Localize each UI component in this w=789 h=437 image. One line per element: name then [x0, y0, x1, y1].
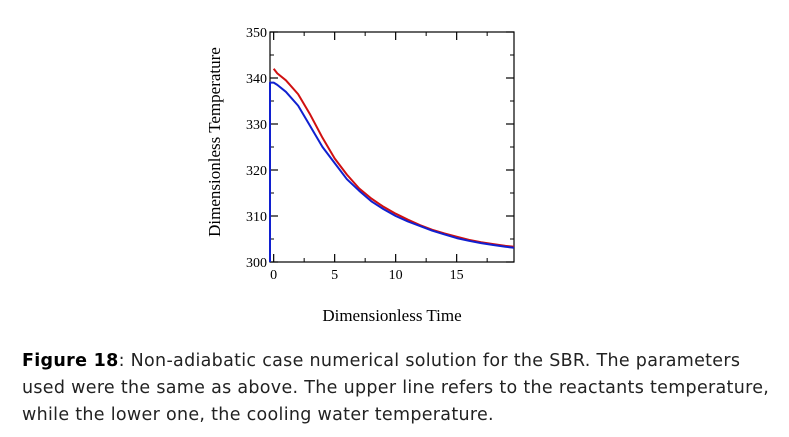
x-tick-label: 5 — [331, 268, 338, 283]
plot-frame — [269, 31, 515, 263]
tick-marks — [270, 31, 514, 263]
y-tick-label: 330 — [246, 118, 267, 133]
y-tick-label: 350 — [246, 26, 267, 41]
x-axis-label: Dimensionless Time — [322, 306, 461, 325]
x-tick-label: 10 — [389, 268, 403, 283]
y-tick-label: 340 — [246, 72, 267, 87]
chart: 300 310 320 330 340 350 0 5 10 15 Dimensionless T… — [205, 26, 515, 325]
y-axis-label: Dimensionless Temperature — [205, 47, 224, 237]
series-line-lower — [269, 81, 515, 262]
caption-label: Figure 18 — [22, 351, 119, 371]
y-tick-label: 300 — [246, 256, 267, 271]
series-line-upper — [272, 68, 515, 248]
figure-caption: Figure 18: Non-adiabatic case numerical … — [22, 348, 782, 429]
x-tick-label: 15 — [450, 268, 464, 283]
x-tick-label: 0 — [270, 268, 277, 283]
series-layer — [269, 68, 515, 262]
y-tick-label: 320 — [246, 164, 267, 179]
y-tick-label: 310 — [246, 210, 267, 225]
tick-labels: 300 310 320 330 340 350 0 5 10 15 — [246, 26, 464, 283]
caption-text: : Non-adiabatic case numerical solution … — [22, 351, 770, 425]
